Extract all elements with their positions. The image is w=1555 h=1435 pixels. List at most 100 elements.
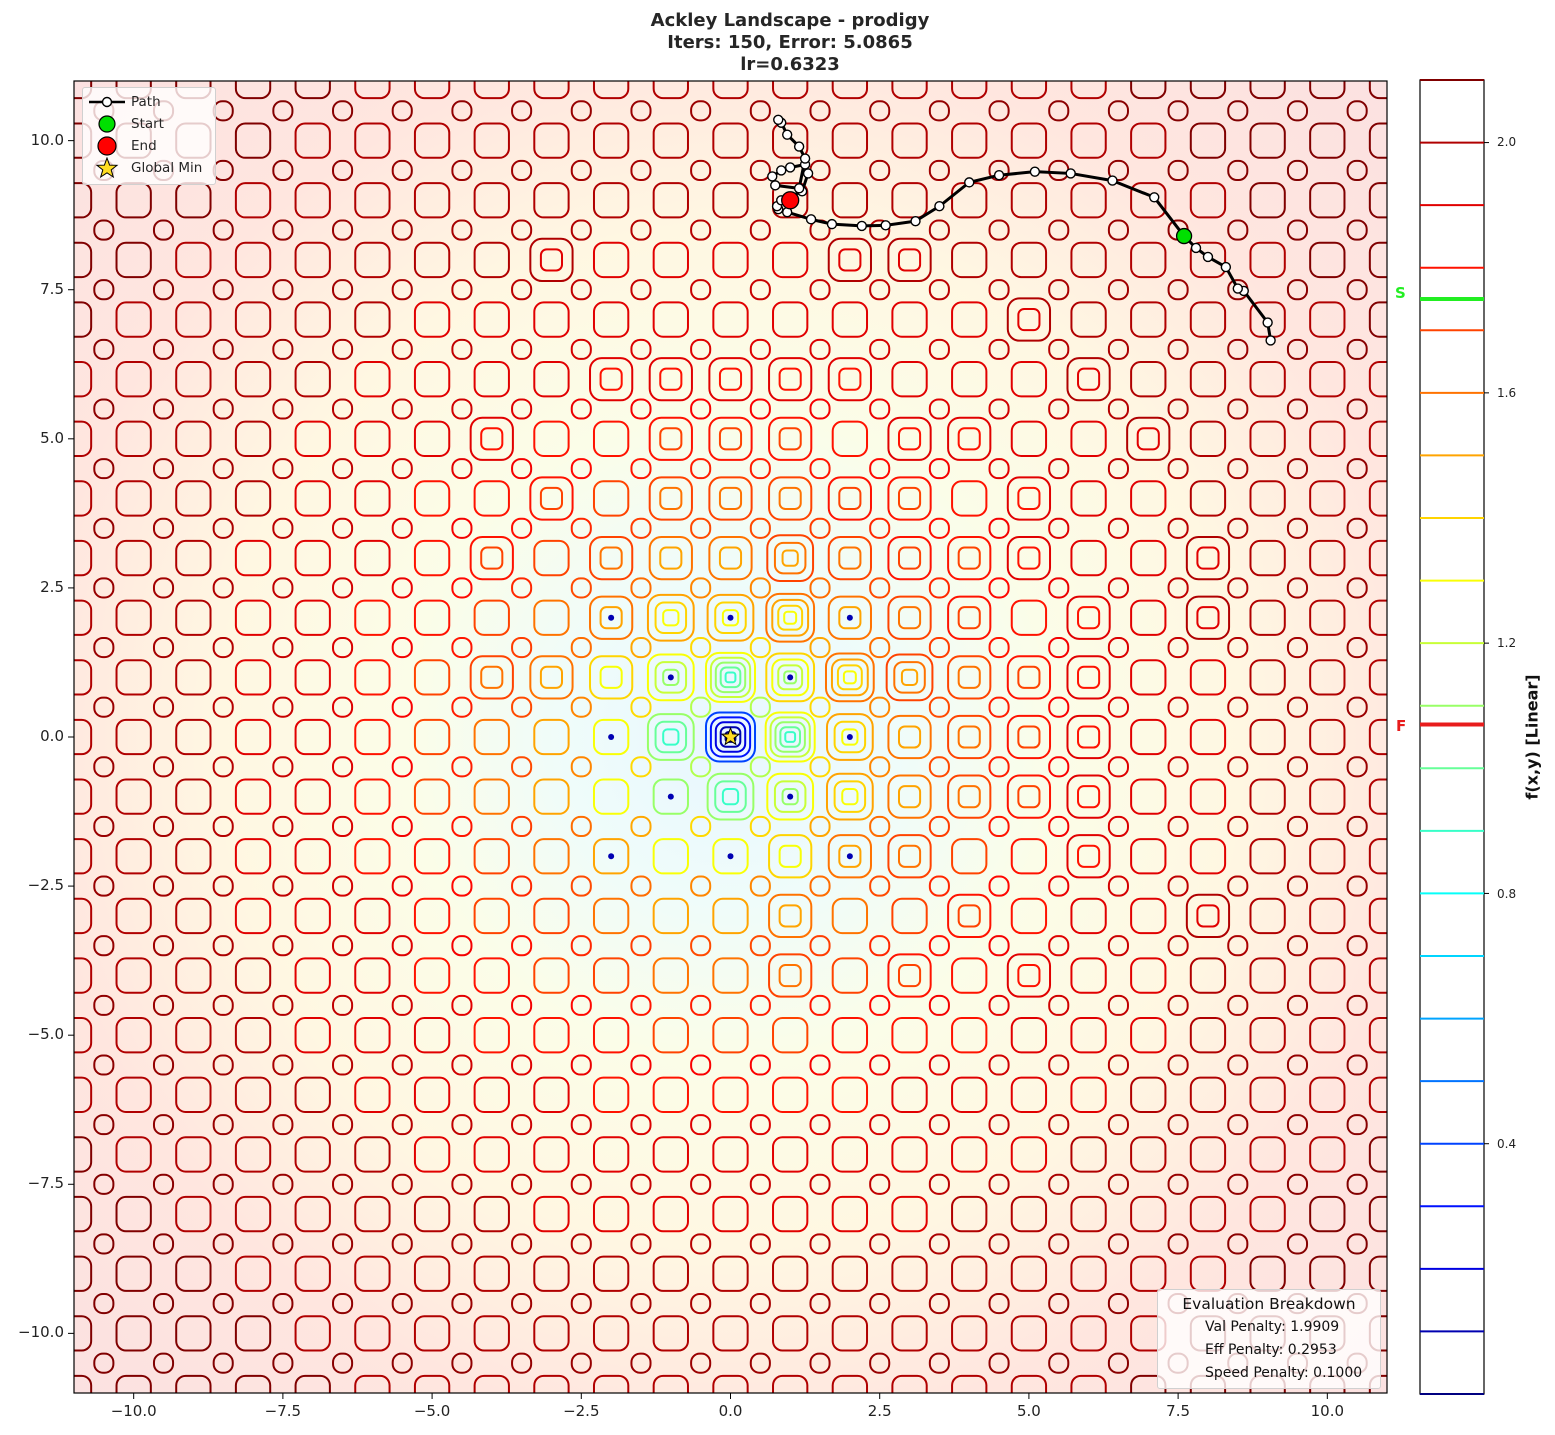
contour-ring [1066, 834, 1111, 879]
contour-ring [721, 609, 740, 627]
contour-ring [662, 609, 680, 627]
contour-ring [391, 398, 413, 420]
contour-ring [272, 279, 294, 301]
contour-ring [630, 636, 652, 659]
contour-ring [451, 994, 473, 1016]
contour-ring [897, 486, 922, 511]
contour-ring [354, 122, 391, 159]
contour-ring [712, 301, 749, 338]
contour-ring [512, 42, 531, 61]
contour-minimum-dot [846, 853, 853, 860]
path-point [934, 201, 945, 212]
contour-ring [781, 549, 799, 567]
contour-ring [152, 577, 175, 599]
contour-ring [451, 1114, 473, 1136]
chart-subtitle-lr: lr=0.6323 [740, 54, 840, 75]
contour-ring [570, 1173, 592, 1195]
contour-ring [1070, 957, 1107, 994]
contour-minimum-dot [846, 614, 853, 621]
contour-ring [648, 476, 693, 521]
contour-ring [838, 606, 862, 630]
contour-ring [773, 780, 807, 813]
contour-ring [708, 357, 753, 402]
contour-ring [897, 427, 922, 451]
contour-ring [714, 721, 747, 753]
contour-ring [887, 953, 932, 998]
contour-ring [1309, 897, 1346, 935]
contour-ring [273, 42, 292, 61]
contour-ring [451, 1292, 473, 1315]
contour-ring [332, 815, 354, 838]
contour-ring [234, 1017, 272, 1054]
contour-ring [152, 279, 175, 301]
contour-ring [413, 957, 451, 994]
contour-ring [332, 279, 354, 301]
contour-ring [354, 659, 391, 696]
contour-ring [951, 1076, 988, 1113]
contour-ring [772, 1255, 809, 1292]
contour-ring [928, 756, 950, 778]
contour-ring [570, 875, 592, 897]
contour-ring [891, 301, 928, 338]
path-point [784, 162, 796, 173]
contour-ring [1048, 815, 1070, 838]
contour-ring [1346, 1054, 1368, 1076]
contour-ring [212, 875, 234, 897]
contour-ring [533, 599, 570, 636]
contour-ring [988, 994, 1010, 1016]
contour-ring [599, 367, 623, 391]
contour-ring [1249, 599, 1286, 636]
contour-ring [93, 517, 115, 539]
contour-ring [115, 1076, 152, 1113]
contour-ring [511, 935, 533, 957]
contour-ring [928, 1114, 950, 1136]
contour-ring [332, 875, 354, 897]
contour-ring [570, 994, 592, 1016]
contour-ring [1309, 539, 1346, 577]
contour-ring [885, 653, 934, 702]
contour-ring [1130, 1195, 1167, 1233]
contour-ring [1107, 935, 1129, 957]
contour-ring [234, 301, 272, 338]
contour-ring [833, 780, 867, 813]
contour-ring [592, 1136, 630, 1173]
contour-ring [115, 1315, 152, 1352]
contour-ring [721, 788, 740, 806]
contour-ring [511, 159, 533, 182]
contour-ring [1017, 486, 1041, 511]
contour-ring [570, 1352, 592, 1374]
contour-minimum-dot [787, 793, 794, 800]
contour-ring [928, 398, 950, 420]
contour-ring [749, 577, 771, 599]
contour-ring [869, 100, 891, 122]
contour-ring [869, 398, 891, 420]
contour-ring [570, 696, 592, 718]
contour-ring [809, 1054, 831, 1076]
contour-ring [827, 535, 872, 581]
path-point [1190, 242, 1202, 254]
contour-ring [511, 458, 533, 480]
contour-ring [1189, 1076, 1227, 1113]
contour-ring [413, 778, 451, 815]
contour-ring [234, 1255, 272, 1292]
contour-ring [294, 361, 331, 398]
contour-ring [1048, 1173, 1070, 1195]
contour-ring [1286, 636, 1309, 659]
contour-ring [1167, 398, 1189, 420]
contour-ring [957, 665, 981, 689]
green-circle-icon [98, 115, 116, 133]
contour-ring [1070, 1136, 1107, 1173]
contour-ring [1107, 1173, 1129, 1195]
contour-ring [951, 1017, 988, 1054]
contour-ring [1010, 241, 1048, 279]
contour-ring [212, 279, 234, 301]
contour-ring [662, 668, 680, 686]
contour-ring [1048, 577, 1070, 599]
contour-ring [212, 935, 234, 957]
y-tick-label: −7.5 [27, 1174, 64, 1193]
contour-ring [831, 897, 869, 935]
contour-ring [1227, 815, 1249, 838]
contour-ring [778, 904, 802, 928]
contour-ring [533, 81, 570, 100]
contour-ring [589, 655, 634, 700]
